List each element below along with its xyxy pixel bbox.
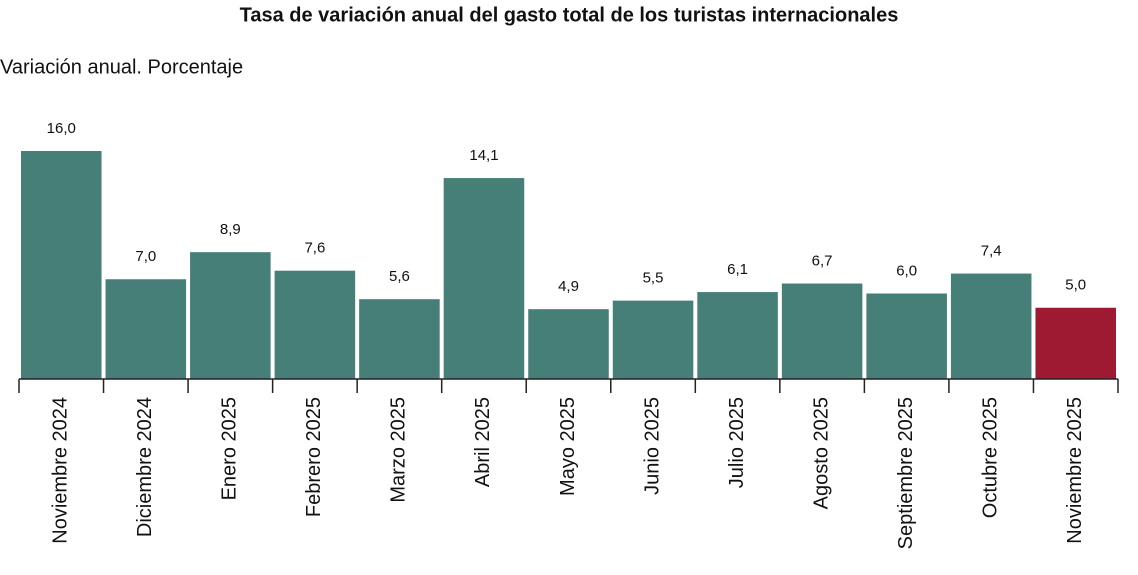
bar xyxy=(697,292,778,379)
bar xyxy=(359,299,440,379)
x-tick-label: Junio 2025 xyxy=(641,397,663,495)
value-label: 5,6 xyxy=(389,268,410,285)
value-label: 5,5 xyxy=(643,270,664,287)
x-tick-label: Mayo 2025 xyxy=(557,397,579,496)
x-tick-label: Noviembre 2025 xyxy=(1064,397,1086,544)
bar xyxy=(274,270,356,379)
bar xyxy=(612,300,694,379)
bar xyxy=(21,151,102,379)
bar xyxy=(105,279,187,379)
value-label: 7,0 xyxy=(135,248,156,265)
value-label: 5,0 xyxy=(1065,277,1086,294)
value-label: 8,9 xyxy=(220,221,241,238)
value-label: 14,1 xyxy=(469,147,498,164)
x-tick-label: Marzo 2025 xyxy=(388,397,410,503)
bar xyxy=(781,283,863,379)
chart-subtitle: Variación anual. Porcentaje xyxy=(0,56,243,78)
x-tick-label: Octubre 2025 xyxy=(979,397,1001,518)
bar xyxy=(950,273,1032,379)
value-label: 7,4 xyxy=(981,243,1002,260)
x-tick-label: Diciembre 2024 xyxy=(134,397,156,537)
bar xyxy=(866,293,947,379)
x-tick-label: Julio 2025 xyxy=(726,397,748,488)
x-tick-label: Agosto 2025 xyxy=(810,397,832,509)
bar xyxy=(528,309,609,379)
value-label: 6,1 xyxy=(727,261,748,278)
x-tick-label: Febrero 2025 xyxy=(303,397,325,517)
value-label: 6,0 xyxy=(896,262,917,279)
value-label: 4,9 xyxy=(558,278,579,295)
x-tick-label: Abril 2025 xyxy=(472,397,494,487)
value-label: 6,7 xyxy=(812,252,833,269)
x-tick-label: Septiembre 2025 xyxy=(895,397,917,549)
bar xyxy=(443,178,525,379)
bar xyxy=(190,252,271,379)
x-tick-label: Enero 2025 xyxy=(219,397,241,500)
chart-title: Tasa de variación anual del gasto total … xyxy=(240,4,899,26)
value-label: 16,0 xyxy=(47,120,76,137)
x-tick-label: Noviembre 2024 xyxy=(50,397,72,544)
bar xyxy=(1035,307,1116,379)
value-label: 7,6 xyxy=(304,240,325,257)
